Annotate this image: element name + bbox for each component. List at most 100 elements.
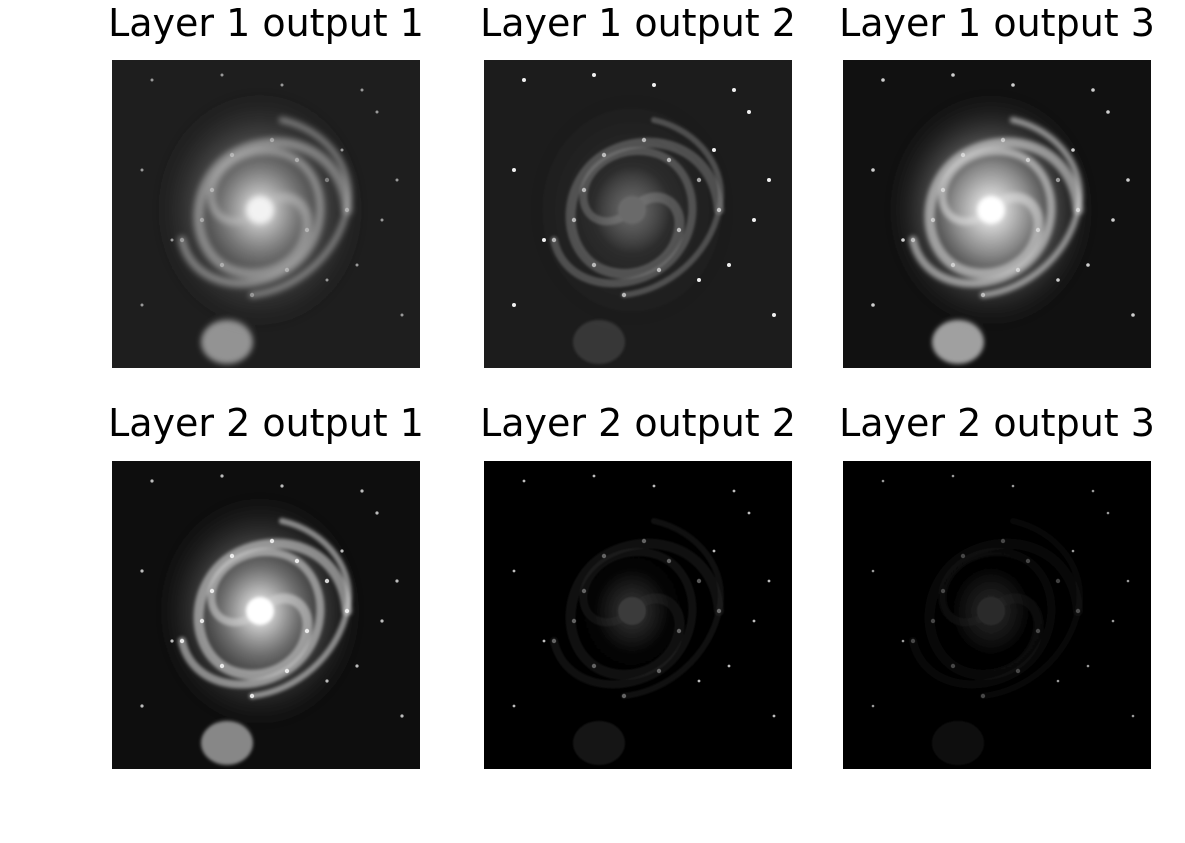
arm-knot	[179, 237, 185, 243]
field-star	[732, 88, 736, 92]
spiral-arm	[909, 147, 1056, 288]
arm-knot	[571, 217, 577, 223]
arm-knot	[696, 578, 702, 584]
field-star	[512, 303, 516, 307]
arm-knot	[1015, 668, 1021, 674]
arm-knot	[209, 588, 215, 594]
arm-knot	[1015, 267, 1021, 273]
field-star	[1056, 679, 1060, 683]
field-star	[140, 569, 144, 573]
arm-knot	[581, 588, 587, 594]
arm-knot	[209, 187, 215, 193]
galaxy-svg	[484, 60, 792, 368]
field-star	[150, 78, 154, 82]
arm-knot	[249, 292, 255, 298]
galaxy-core	[618, 196, 646, 224]
field-star	[767, 579, 771, 583]
field-star	[1126, 178, 1130, 182]
arm-knot	[199, 618, 205, 624]
arm-knot	[940, 588, 946, 594]
field-star	[772, 313, 776, 317]
field-star	[220, 73, 224, 77]
field-star	[1131, 714, 1135, 718]
field-star	[1106, 110, 1110, 114]
field-star	[325, 278, 329, 282]
arm-knot	[581, 187, 587, 193]
arm-knot	[666, 558, 672, 564]
field-star	[512, 704, 516, 708]
arm-knot	[656, 267, 662, 273]
galaxy-image	[112, 461, 420, 769]
arm-knot	[621, 292, 627, 298]
arm-knot	[344, 608, 350, 614]
field-star	[512, 168, 516, 172]
field-star	[1071, 148, 1075, 152]
field-star	[220, 474, 224, 478]
field-star	[871, 569, 875, 573]
spiral-arm	[550, 548, 697, 689]
arm-knot	[304, 628, 310, 634]
field-star	[340, 549, 344, 553]
arm-knot	[910, 237, 916, 243]
field-star	[150, 479, 154, 483]
field-star	[280, 484, 284, 488]
spiral-arm	[909, 548, 1056, 689]
companion-galaxy	[932, 721, 984, 765]
arm-knot	[219, 663, 225, 669]
arm-knot	[1055, 578, 1061, 584]
galaxy-svg	[112, 461, 420, 769]
field-star	[652, 83, 656, 87]
field-star	[1056, 278, 1060, 282]
field-star	[732, 489, 736, 493]
galaxy-core	[977, 196, 1005, 224]
arm-knot	[1000, 137, 1006, 143]
arm-knot	[641, 538, 647, 544]
field-star	[712, 148, 716, 152]
field-star	[340, 148, 344, 152]
arm-knot	[284, 267, 290, 273]
field-star	[951, 73, 955, 77]
arm-knot	[269, 137, 275, 143]
arm-knot	[294, 157, 300, 163]
field-star	[395, 178, 399, 182]
companion-galaxy	[201, 721, 253, 765]
field-star	[1111, 218, 1115, 222]
field-star	[1126, 579, 1130, 583]
field-star	[752, 619, 756, 623]
arm-knot	[1000, 538, 1006, 544]
companion-galaxy	[573, 721, 625, 765]
field-star	[712, 549, 716, 553]
spiral-arm	[924, 137, 1083, 279]
galaxy-image	[843, 60, 1151, 368]
field-star	[727, 263, 731, 267]
companion-galaxy	[932, 320, 984, 364]
arm-knot	[551, 638, 557, 644]
field-star	[1011, 484, 1015, 488]
field-star	[772, 714, 776, 718]
galaxy-svg	[112, 60, 420, 368]
arm-knot	[344, 207, 350, 213]
panel-title: Layer 2 output 3	[839, 401, 1155, 445]
panel-title: Layer 1 output 2	[480, 1, 796, 45]
spiral-arm	[621, 518, 724, 699]
arm-knot	[696, 177, 702, 183]
spiral-arm	[565, 538, 724, 680]
field-star	[1071, 549, 1075, 553]
field-star	[375, 110, 379, 114]
field-star	[871, 168, 875, 172]
galaxy-svg	[484, 461, 792, 769]
field-star	[360, 88, 364, 92]
field-star	[400, 313, 404, 317]
arm-knot	[1025, 558, 1031, 564]
arm-knot	[249, 693, 255, 699]
field-star	[1111, 619, 1115, 623]
panel-title: Layer 2 output 1	[108, 401, 424, 445]
field-star	[355, 664, 359, 668]
field-star	[1086, 263, 1090, 267]
field-star	[542, 238, 546, 242]
field-star	[170, 639, 174, 643]
field-star	[1091, 88, 1095, 92]
galaxy-svg	[843, 461, 1151, 769]
arm-knot	[601, 152, 607, 158]
arm-knot	[229, 553, 235, 559]
